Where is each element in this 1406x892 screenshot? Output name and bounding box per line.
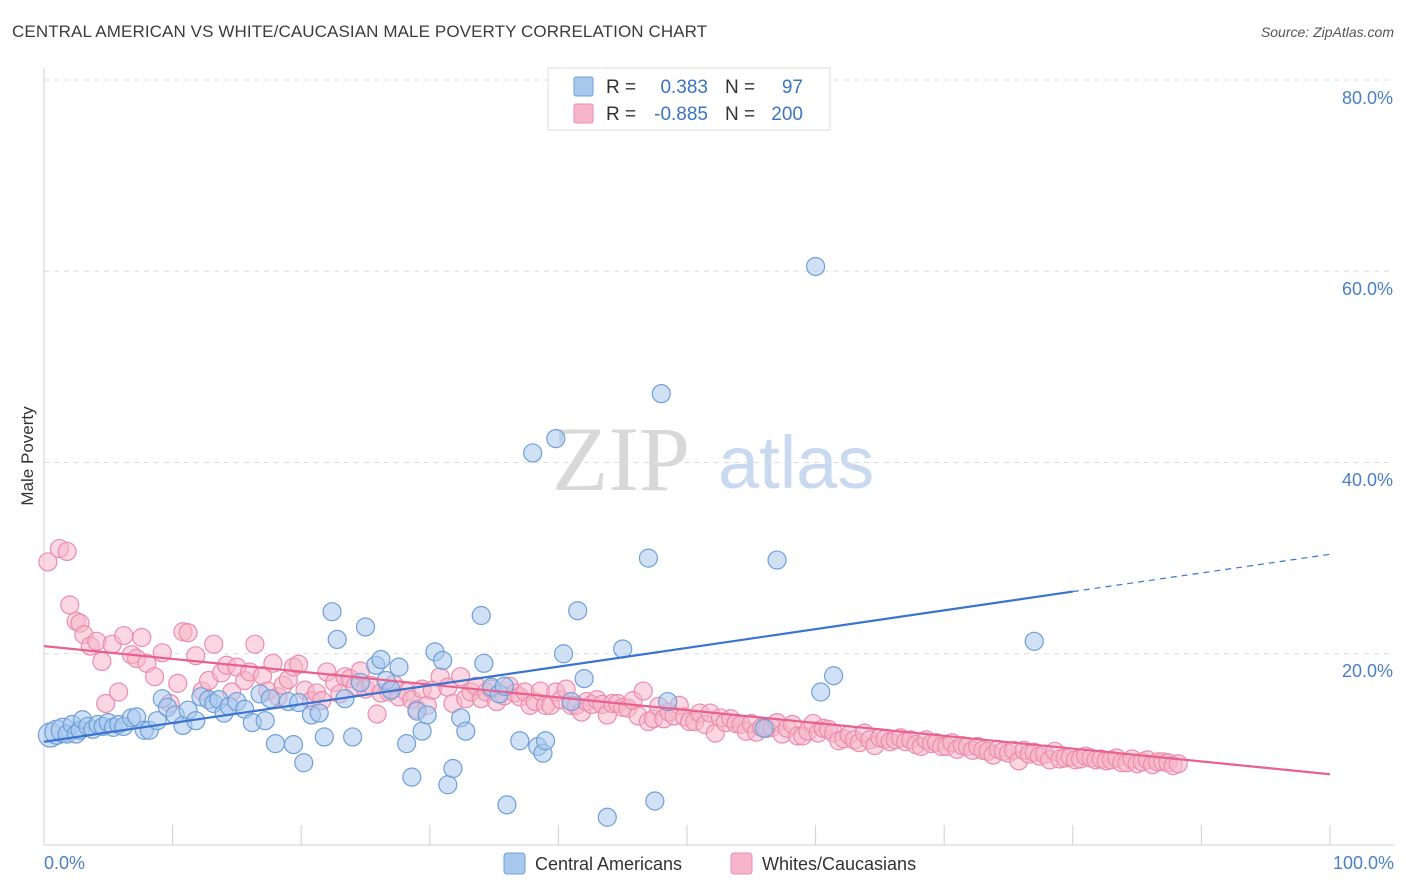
central-americans-point bbox=[811, 682, 831, 702]
central-americans-point bbox=[523, 443, 543, 463]
whites-caucasians-point bbox=[245, 634, 265, 654]
y-tick-label: 20.0% bbox=[1342, 661, 1393, 681]
central-americans-point bbox=[561, 691, 581, 712]
central-americans-point bbox=[456, 721, 476, 741]
watermark-zip: ZIP bbox=[552, 408, 690, 510]
central-americans-point bbox=[471, 605, 491, 626]
legend-r-value: -0.885 bbox=[654, 104, 708, 125]
central-americans-point bbox=[327, 629, 347, 650]
series-central-americans bbox=[37, 256, 1044, 827]
central-americans-point bbox=[805, 256, 826, 277]
central-americans-point bbox=[402, 767, 422, 787]
central-americans-point bbox=[474, 653, 494, 673]
legend: R = 0.383 N = 97 R = -0.885 N = 200 bbox=[547, 67, 831, 131]
trendline-central-americans bbox=[43, 590, 1073, 743]
central-americans-point bbox=[322, 602, 342, 622]
central-americans-point bbox=[355, 617, 376, 637]
central-americans-point bbox=[497, 795, 517, 815]
bottom-legend-swatch-blue bbox=[503, 852, 526, 875]
central-americans-point bbox=[597, 807, 617, 827]
chart-title: CENTRAL AMERICAN VS WHITE/CAUCASIAN MALE… bbox=[12, 22, 708, 41]
whites-caucasians-point bbox=[633, 681, 653, 701]
whites-caucasians-point bbox=[132, 627, 152, 648]
whites-caucasians-point bbox=[92, 651, 112, 672]
y-tick-label: 80.0% bbox=[1342, 88, 1393, 108]
legend-n-label: N = bbox=[725, 104, 755, 125]
central-americans-point bbox=[568, 601, 588, 621]
legend-n-value: 200 bbox=[771, 104, 803, 125]
series-whites-caucasians bbox=[38, 538, 1188, 776]
central-americans-point bbox=[260, 689, 280, 709]
central-americans-point bbox=[638, 548, 659, 568]
central-americans-point bbox=[412, 721, 432, 741]
central-americans-point bbox=[314, 727, 334, 747]
bottom-legend: Central Americans Whites/Caucasians bbox=[503, 852, 916, 875]
central-americans-point bbox=[265, 734, 286, 754]
legend-n-value: 97 bbox=[782, 77, 803, 98]
x-tick-label: 0.0% bbox=[44, 853, 85, 873]
whites-caucasians-point bbox=[38, 552, 58, 572]
legend-r-label: R = bbox=[606, 104, 636, 125]
whites-caucasians-point bbox=[60, 595, 80, 615]
central-americans-point bbox=[433, 650, 453, 671]
central-americans-point bbox=[309, 703, 329, 723]
whites-caucasians-point bbox=[168, 673, 188, 693]
central-americans-point bbox=[767, 550, 787, 570]
central-americans-point bbox=[397, 734, 417, 754]
central-americans-point bbox=[658, 691, 678, 712]
whites-caucasians-point bbox=[289, 654, 309, 674]
central-americans-point bbox=[443, 758, 463, 779]
trendline-central-americans-extension bbox=[1072, 553, 1331, 593]
whites-caucasians-point bbox=[204, 634, 224, 654]
y-axis-label: Male Poverty bbox=[18, 406, 37, 506]
legend-r-label: R = bbox=[606, 77, 636, 98]
bottom-legend-label: Whites/Caucasians bbox=[762, 854, 916, 874]
gridlines bbox=[44, 79, 1394, 655]
y-tick-label: 40.0% bbox=[1342, 470, 1393, 490]
central-americans-point bbox=[389, 657, 409, 677]
central-americans-point bbox=[645, 791, 665, 811]
central-americans-point bbox=[255, 711, 275, 731]
whites-caucasians-point bbox=[178, 623, 198, 643]
legend-box bbox=[547, 67, 831, 131]
central-americans-point bbox=[294, 753, 314, 773]
x-axis-ticks bbox=[43, 825, 1331, 845]
central-americans-point bbox=[546, 428, 566, 449]
source-label: Source: ZipAtlas.com bbox=[1260, 24, 1394, 40]
central-americans-point bbox=[535, 731, 556, 751]
central-americans-point bbox=[574, 669, 594, 689]
x-tick-label: 100.0% bbox=[1333, 853, 1394, 873]
y-tick-label: 60.0% bbox=[1342, 279, 1393, 299]
central-americans-point bbox=[283, 734, 304, 755]
whites-caucasians-point bbox=[114, 625, 134, 646]
legend-n-label: N = bbox=[725, 77, 755, 98]
legend-swatch-blue bbox=[573, 76, 594, 97]
central-americans-point bbox=[417, 705, 437, 725]
trendlines bbox=[43, 553, 1331, 776]
whites-caucasians-point bbox=[367, 704, 387, 724]
central-americans-point bbox=[651, 384, 671, 404]
central-americans-point bbox=[343, 727, 363, 747]
whites-caucasians-point bbox=[57, 541, 77, 562]
whites-caucasians-point bbox=[96, 693, 116, 714]
central-americans-point bbox=[371, 649, 391, 670]
central-americans-point bbox=[754, 718, 774, 738]
trendline-whites-caucasians bbox=[43, 645, 1331, 776]
bottom-legend-swatch-pink bbox=[730, 852, 753, 875]
legend-r-value: 0.383 bbox=[660, 77, 708, 98]
central-americans-point bbox=[1024, 631, 1044, 651]
whites-caucasians-point bbox=[108, 682, 129, 702]
central-americans-point bbox=[510, 731, 530, 751]
legend-swatch-pink bbox=[573, 103, 594, 124]
central-americans-point bbox=[438, 775, 458, 795]
central-americans-point bbox=[824, 666, 844, 686]
central-americans-point bbox=[553, 644, 574, 664]
bottom-legend-label: Central Americans bbox=[535, 854, 682, 874]
whites-caucasians-point bbox=[451, 667, 471, 687]
whites-caucasians-point bbox=[144, 667, 165, 687]
